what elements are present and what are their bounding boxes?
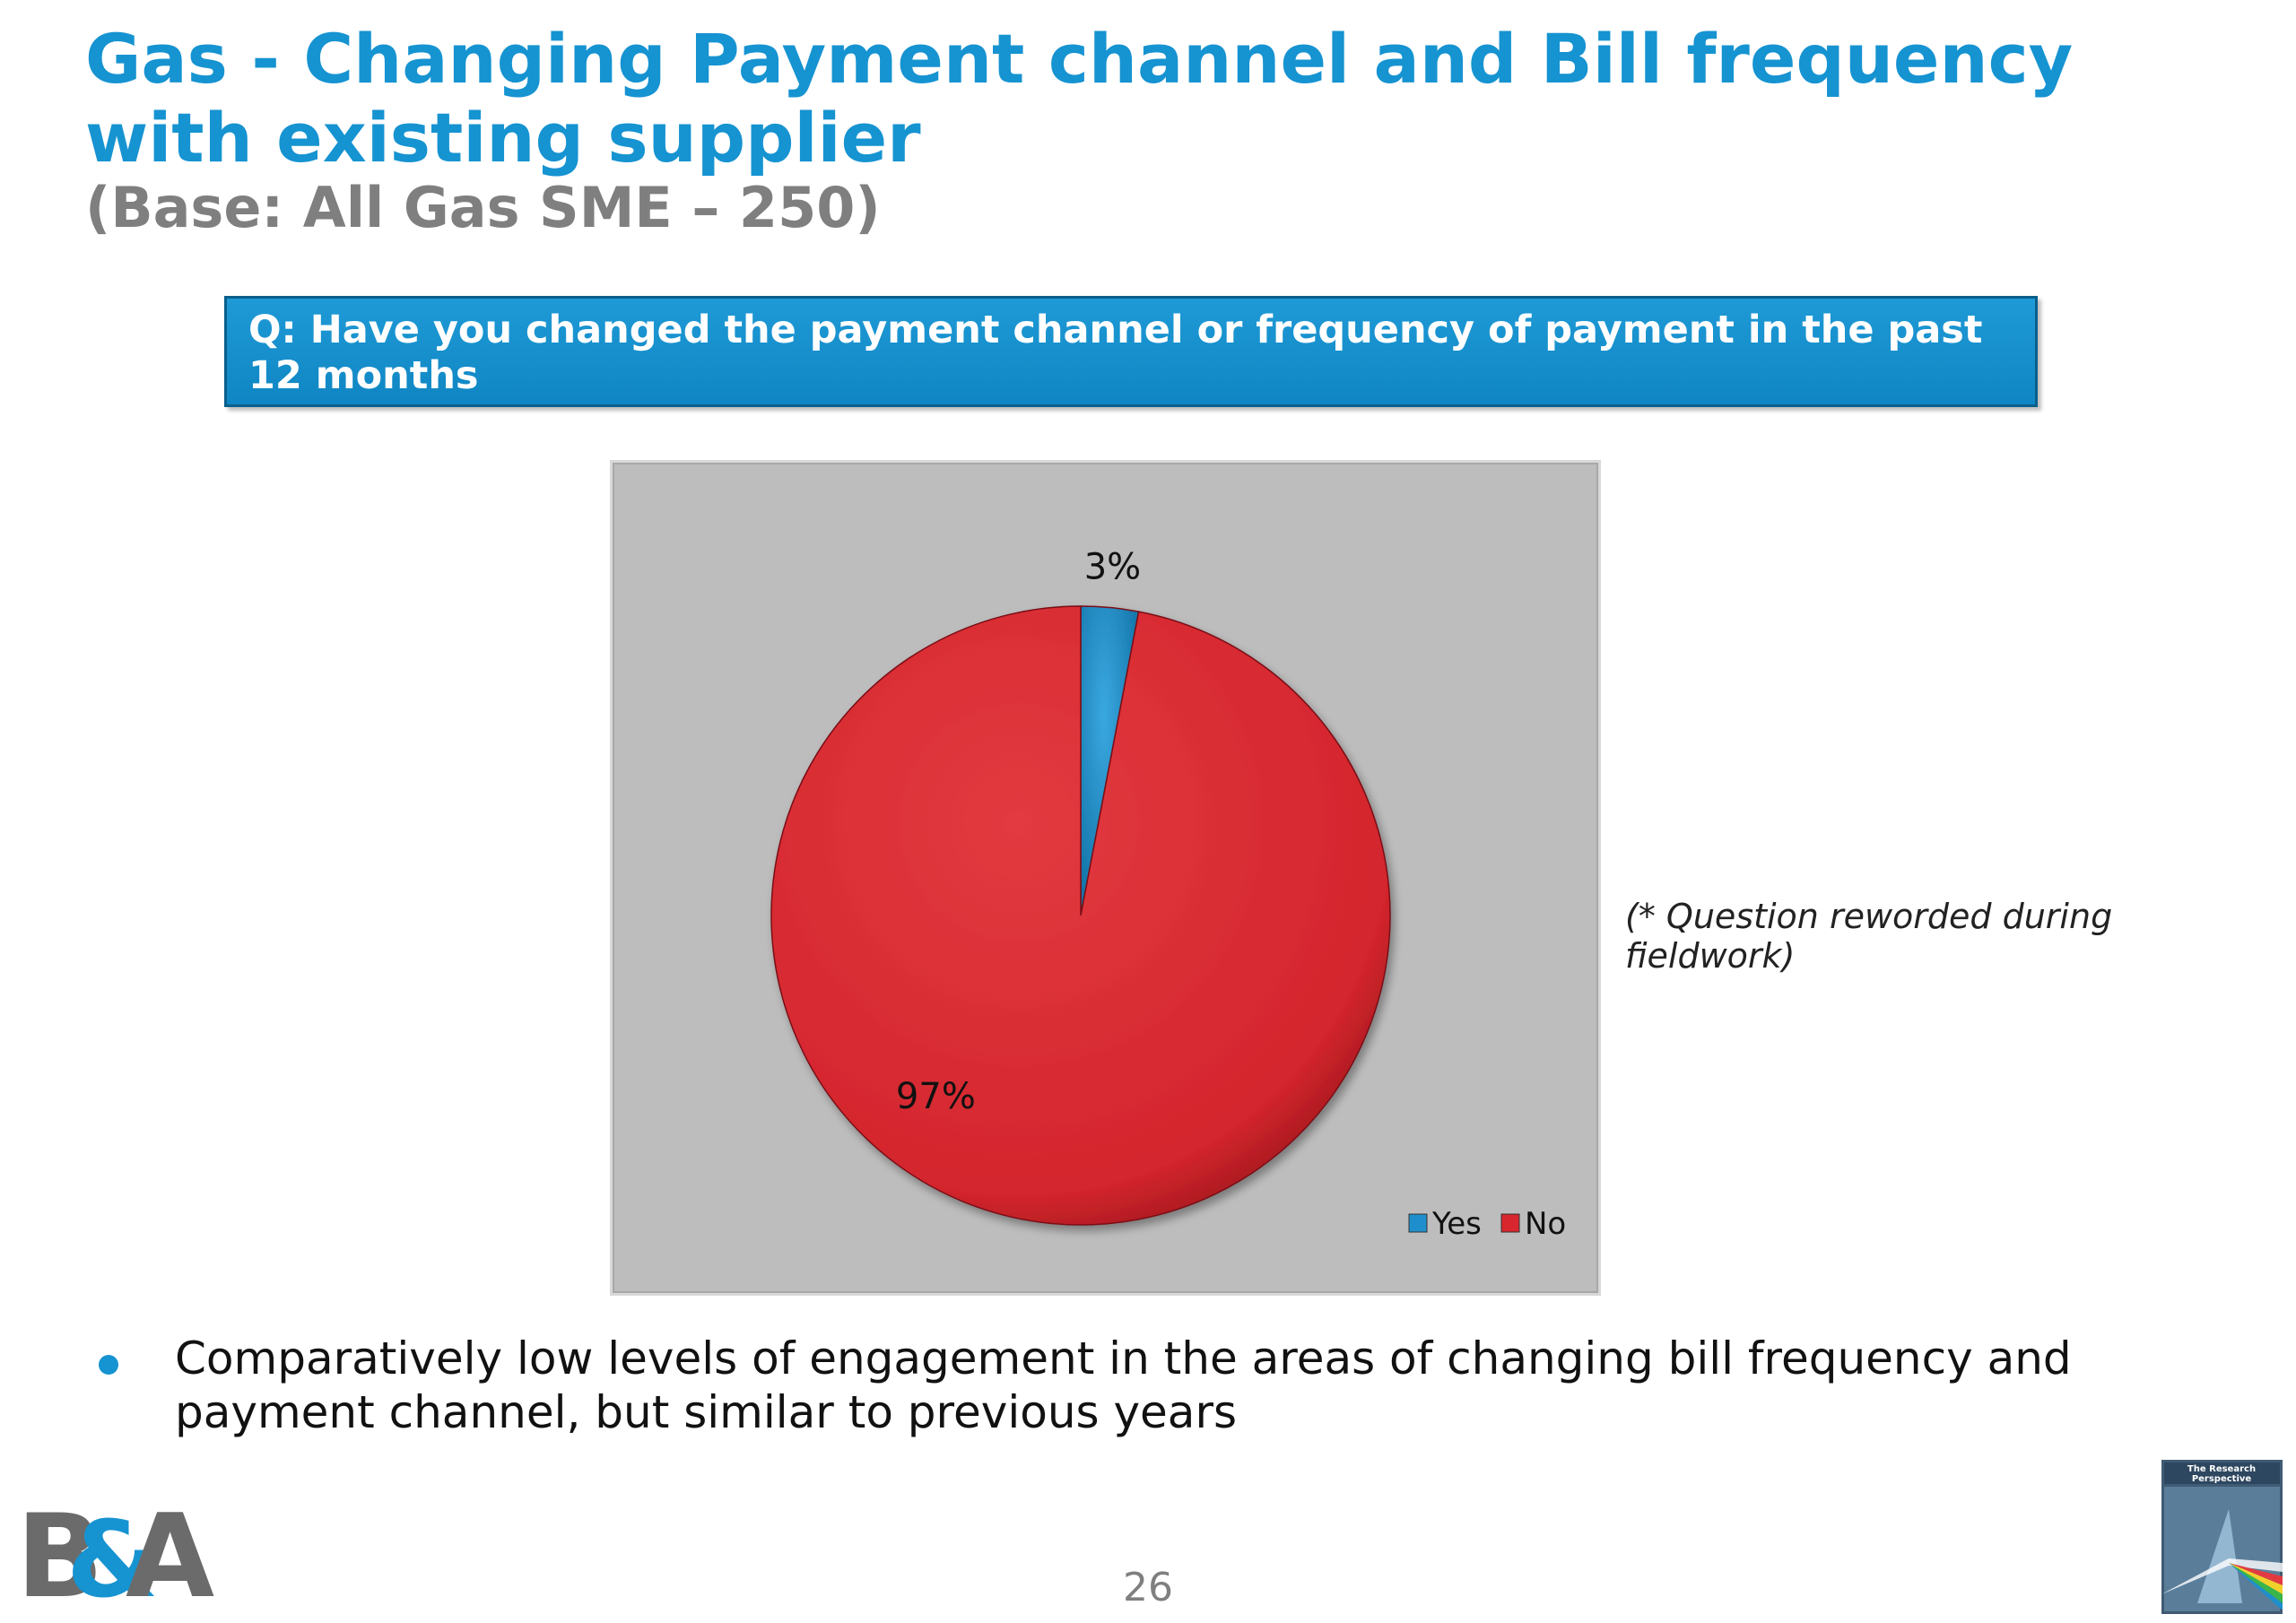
bullet-dot-icon <box>99 1355 118 1375</box>
legend-swatch-yes <box>1408 1213 1428 1233</box>
legend-label-yes: Yes <box>1431 1206 1482 1242</box>
svg-text:Perspective: Perspective <box>2192 1474 2252 1484</box>
page-number: 26 <box>1123 1565 1173 1610</box>
pie-label-yes: 3% <box>1084 547 1141 588</box>
legend-swatch-no <box>1500 1213 1520 1233</box>
chart-legend: Yes No <box>1408 1206 1566 1242</box>
pie-label-no: 97% <box>896 1076 976 1117</box>
research-perspective-logo: The Research Perspective <box>2161 1460 2283 1614</box>
pie-slice-no <box>770 605 1391 1226</box>
ba-logo: B & A <box>16 1496 214 1603</box>
legend-label-no: No <box>1525 1206 1566 1242</box>
pie-chart: 3% 97% Yes No <box>770 547 1566 1242</box>
footnote: (* Question reworded during fieldwork) <box>1625 897 2113 976</box>
svg-text:A: A <box>126 1496 214 1603</box>
bullet-text: Comparatively low levels of engagement i… <box>175 1332 2072 1438</box>
slide-subtitle: (Base: All Gas SME – 250) <box>85 175 881 240</box>
svg-text:&: & <box>66 1497 159 1603</box>
pie-chart-panel: 3% 97% Yes No <box>610 460 1601 1296</box>
slide-title: Gas - Changing Payment channel and Bill … <box>85 19 2074 178</box>
svg-text:The Research: The Research <box>2187 1464 2256 1474</box>
question-banner: Q: Have you changed the payment channel … <box>224 296 2038 407</box>
pie-slices <box>770 605 1391 1226</box>
pie-labels: 3% 97% <box>896 547 1141 1117</box>
